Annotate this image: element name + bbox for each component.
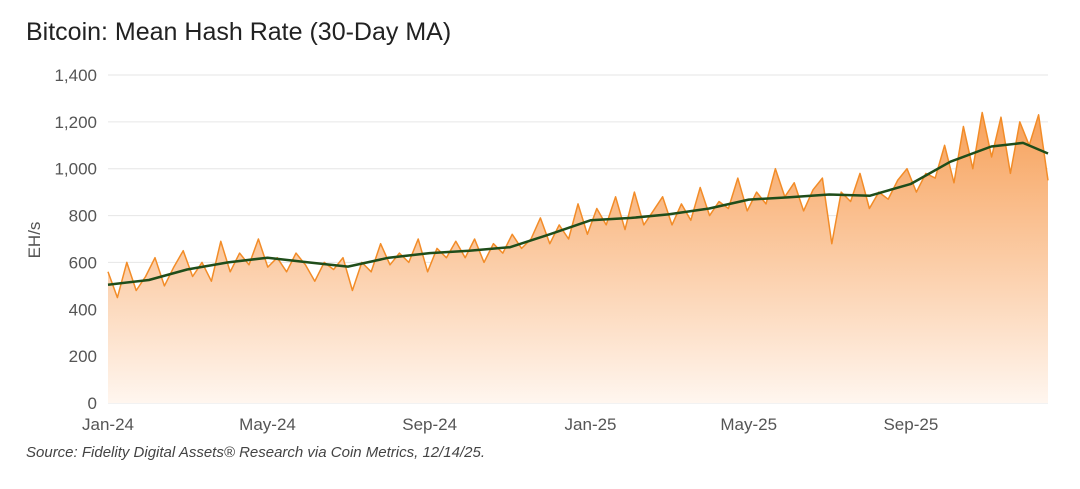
x-tick-label: Sep-25 [883, 415, 938, 434]
ma-30-day-line [107, 141, 1049, 286]
y-tick-label: 400 [69, 300, 97, 319]
y-axis-label: EH/s [25, 222, 44, 259]
x-tick-label: May-24 [239, 415, 296, 434]
y-tick-label: 200 [69, 347, 97, 366]
y-tick-label: 0 [88, 394, 97, 413]
y-tick-label: 1,400 [54, 66, 97, 85]
y-tick-label: 1,200 [54, 113, 97, 132]
y-tick-label: 1,000 [54, 160, 97, 179]
source-note: Source: Fidelity Digital Assets® Researc… [26, 444, 486, 461]
x-tick-label: Jan-24 [82, 415, 134, 434]
y-tick-label: 600 [69, 253, 97, 272]
y-tick-label: 800 [69, 207, 97, 226]
x-tick-label: Jan-25 [565, 415, 617, 434]
daily-area [108, 112, 1048, 403]
chart-title: Bitcoin: Mean Hash Rate (30-Day MA) [26, 18, 452, 46]
x-tick-label: May-25 [720, 415, 777, 434]
x-tick-label: Sep-24 [402, 415, 457, 434]
